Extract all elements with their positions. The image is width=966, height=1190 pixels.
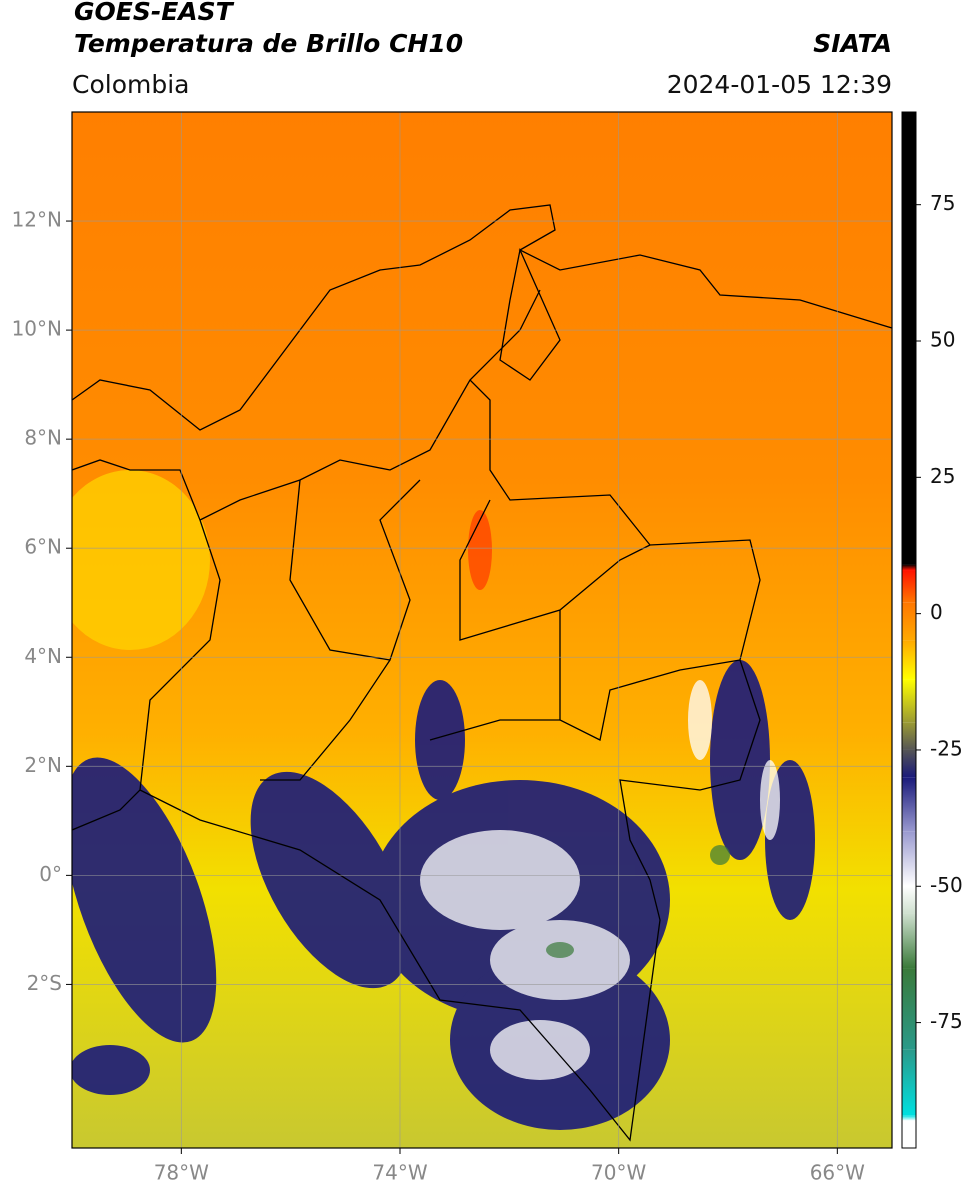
- x-tick-label: 70°W: [591, 1161, 646, 1185]
- y-tick-label: 4°N: [24, 644, 62, 668]
- colorbar-frame: [901, 111, 917, 1149]
- colorbar-segment: [902, 640, 916, 680]
- colorbar-segment: [902, 570, 916, 603]
- region: Colombia: [72, 70, 189, 99]
- x-tick-label: 74°W: [372, 1161, 427, 1185]
- title: GOES-EAST: [74, 0, 235, 26]
- y-tick-label: 12°N: [12, 208, 62, 232]
- colorbar-segment: [902, 777, 916, 832]
- colorbar-segment: [902, 1115, 916, 1121]
- colorbar-segment: [902, 679, 916, 723]
- x-tick-label: 78°W: [154, 1161, 209, 1185]
- datetime: 2024-01-05 12:39: [667, 70, 892, 99]
- colorbar-tick-label: -50: [930, 873, 963, 897]
- x-tick-label: 66°W: [810, 1161, 865, 1185]
- y-tick-label: 2°N: [24, 753, 62, 777]
- colorbar-tick-label: 25: [930, 464, 955, 488]
- colorbar-segment: [902, 913, 916, 969]
- colorbar-segment: [902, 564, 916, 571]
- colorbar-tick-label: 0: [930, 600, 943, 624]
- colorbar-segment: [902, 112, 916, 565]
- colorbar-segment: [902, 831, 916, 887]
- source: SIATA: [813, 29, 892, 58]
- colorbar-segment: [902, 968, 916, 1050]
- y-tick-label: 8°N: [24, 426, 62, 450]
- colorbar-segment: [902, 749, 916, 778]
- colorbar-tick-label: 50: [930, 328, 955, 352]
- colorbar-tick-label: -25: [930, 736, 963, 760]
- colorbar-segment: [902, 886, 916, 914]
- map-frame: [71, 111, 893, 1149]
- y-tick-label: 10°N: [12, 317, 62, 341]
- y-tick-label: 6°N: [24, 535, 62, 559]
- y-tick-label: 0°: [39, 862, 62, 886]
- colorbar-segment: [902, 1049, 916, 1116]
- map-image: [72, 112, 892, 1148]
- y-tick-label: 2°S: [27, 971, 62, 995]
- colorbar-tick-label: -75: [930, 1009, 963, 1033]
- colorbar-tick-label: 75: [930, 191, 955, 215]
- subtitle: Temperatura de Brillo CH10: [74, 29, 463, 58]
- colorbar-segment: [902, 602, 916, 641]
- colorbar-segment: [902, 1120, 916, 1148]
- colorbar-segment: [902, 722, 916, 750]
